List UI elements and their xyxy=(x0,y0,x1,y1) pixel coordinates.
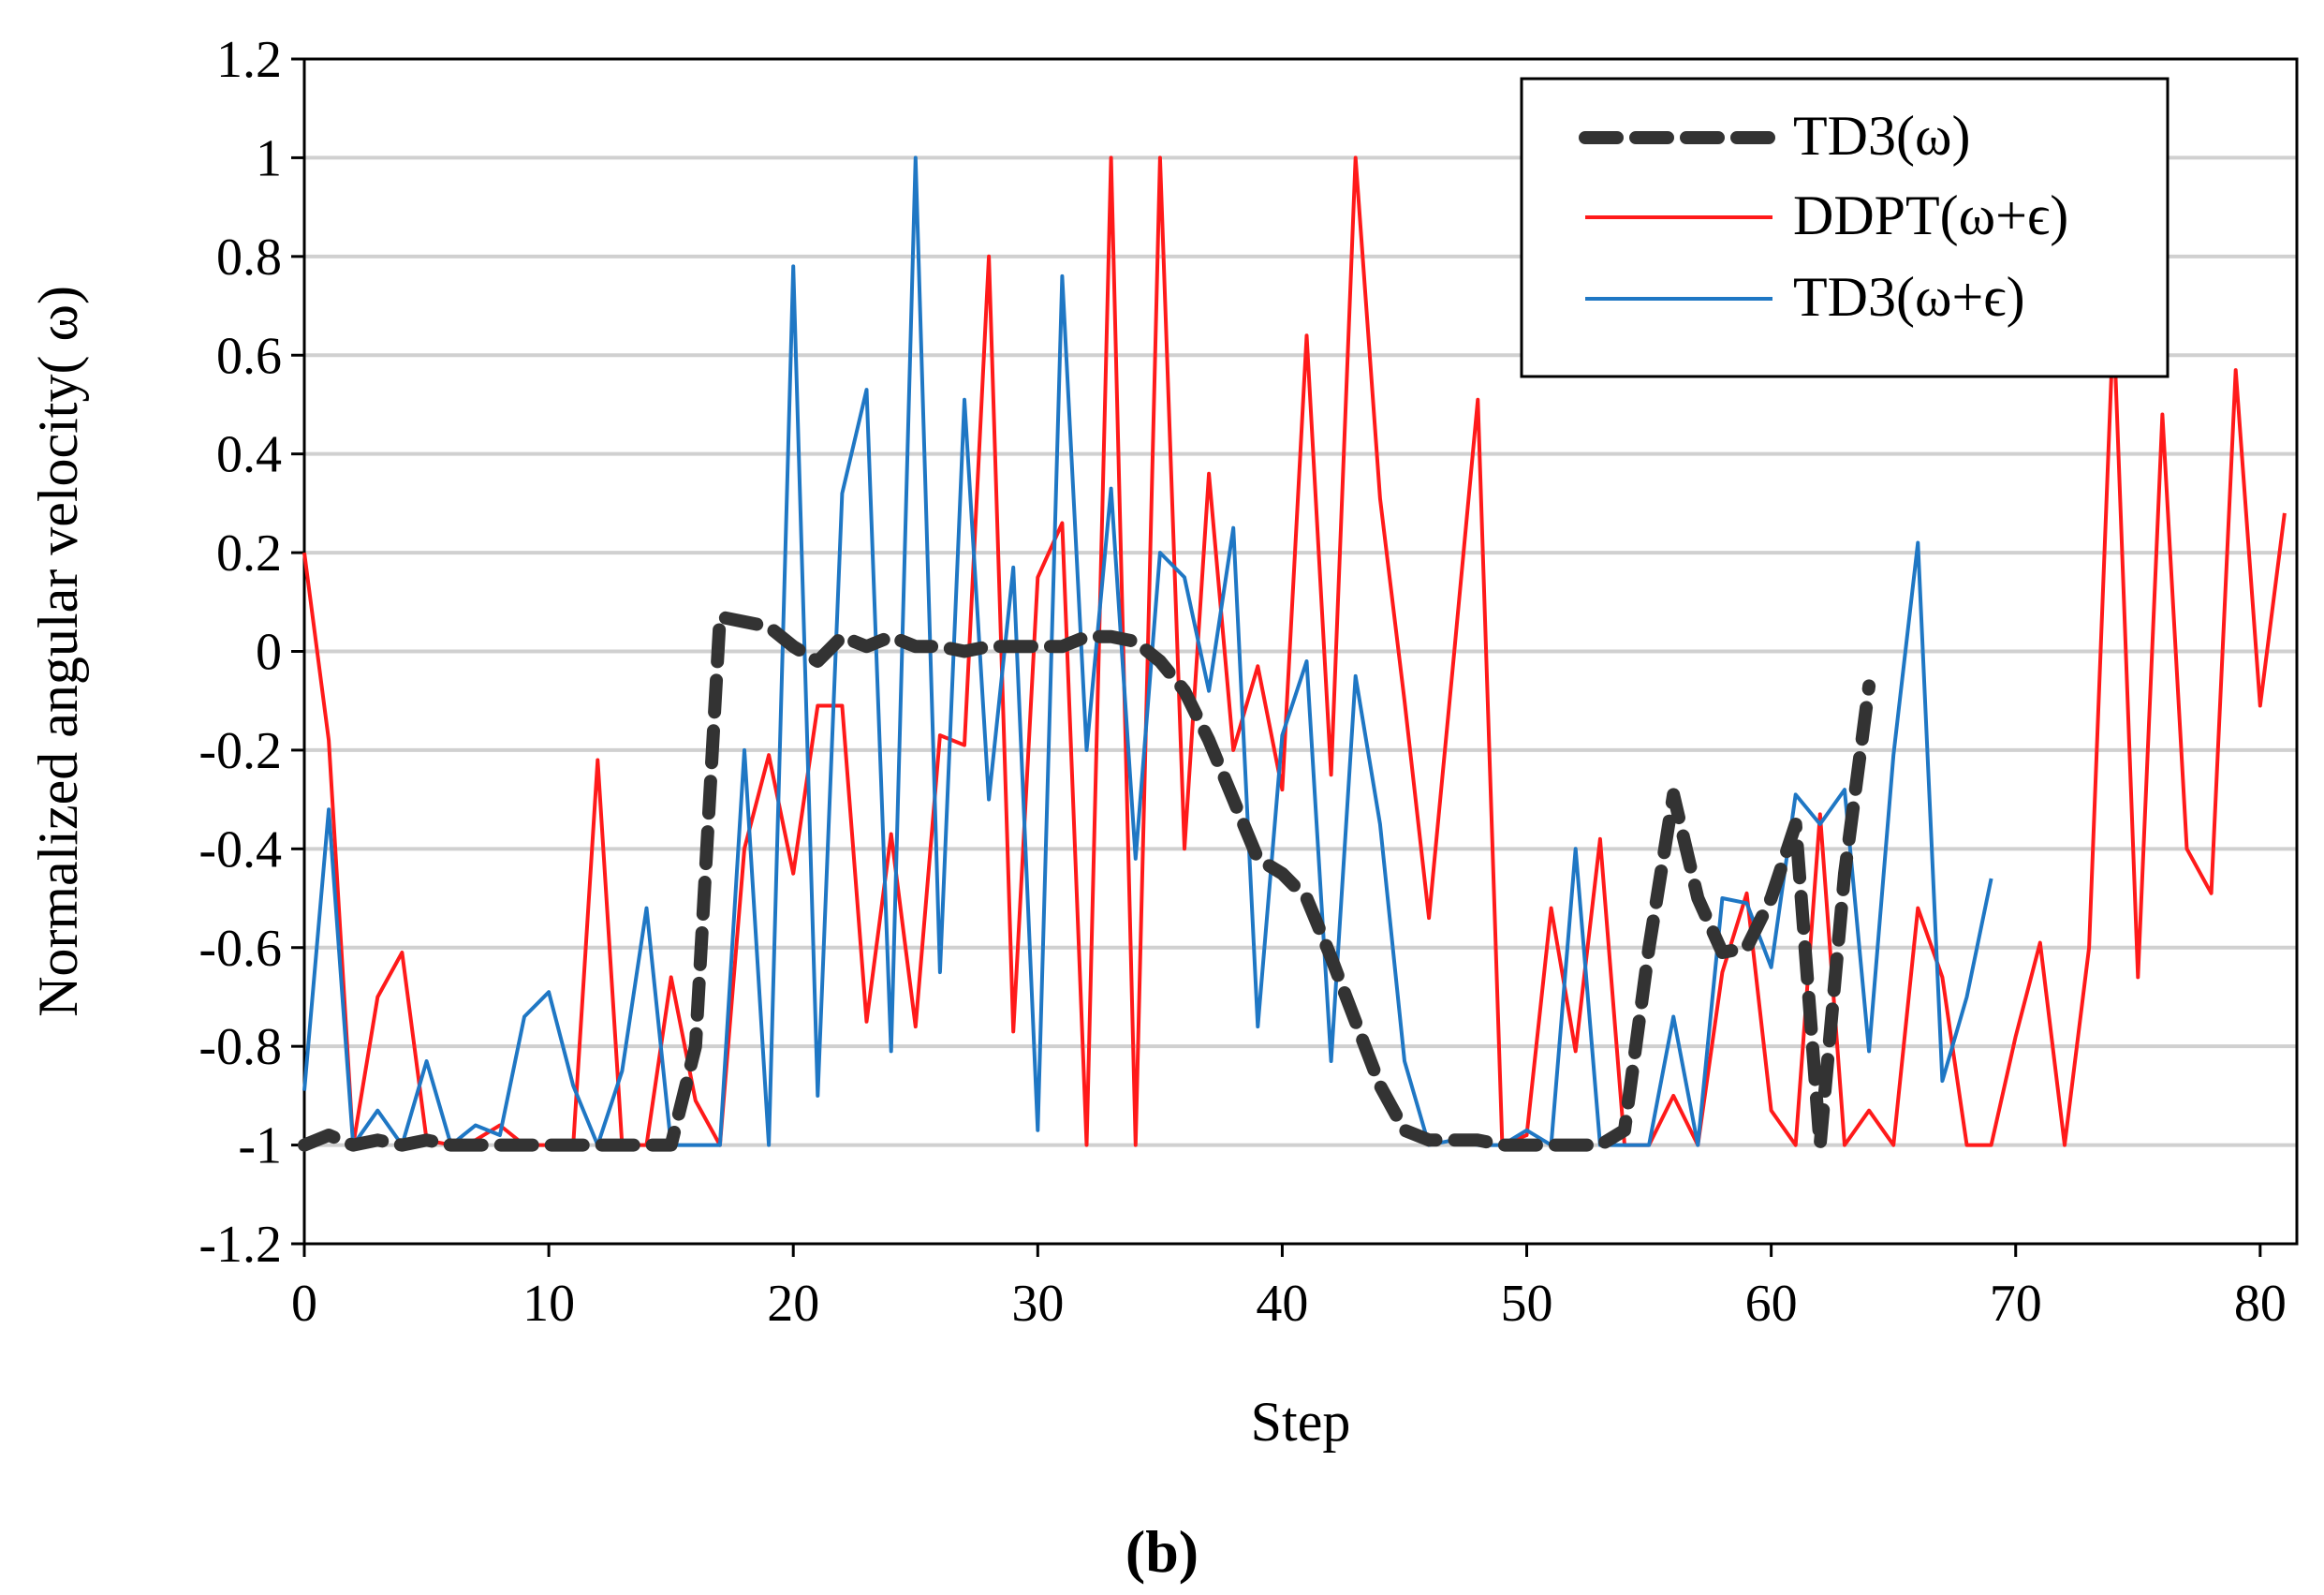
x-tick-label: 80 xyxy=(2234,1275,2287,1333)
y-tick-label: -1 xyxy=(238,1117,282,1175)
x-tick-label: 70 xyxy=(1990,1275,2042,1333)
figure-caption: (b) xyxy=(1125,1518,1199,1585)
x-tick-label: 50 xyxy=(1501,1275,1553,1333)
legend: TD3(ω) DDPT(ω+ϵ) TD3(ω+ϵ) xyxy=(1520,77,2170,378)
y-tick-label: 0.8 xyxy=(216,229,282,287)
y-axis: -1.2 -1 -0.8 -0.6 -0.4 -0.2 0 0.2 0.4 0.6 0.8 1 1.2 xyxy=(199,31,304,1274)
y-tick-label: 1 xyxy=(256,129,282,187)
x-axis: 0 10 20 30 40 50 60 70 80 xyxy=(291,1244,2287,1333)
y-tick-label: -0.6 xyxy=(199,920,282,978)
x-tick-label: 40 xyxy=(1256,1275,1308,1333)
x-tick-label: 60 xyxy=(1745,1275,1798,1333)
x-tick-label: 0 xyxy=(291,1275,317,1333)
legend-label-ddpt-noise: DDPT(ω+ϵ) xyxy=(1793,185,2068,246)
y-tick-label: 0.6 xyxy=(216,327,282,385)
legend-box xyxy=(1520,77,2170,378)
x-tick-label: 30 xyxy=(1011,1275,1064,1333)
x-tick-label: 10 xyxy=(522,1275,575,1333)
legend-label-td3: TD3(ω) xyxy=(1793,105,1970,167)
y-tick-label: 0.2 xyxy=(216,524,282,583)
x-axis-title: Step xyxy=(1251,1391,1351,1453)
series-line-2 xyxy=(302,155,1993,1147)
y-tick-label: -1.2 xyxy=(199,1216,282,1274)
series-layer xyxy=(298,155,2287,1152)
x-tick-label: 20 xyxy=(767,1275,819,1333)
y-tick-label: -0.2 xyxy=(199,722,282,780)
y-tick-label: 0.4 xyxy=(216,426,282,484)
y-tick-label: 1.2 xyxy=(216,31,282,89)
y-axis-title: Normalized angular velocity( ω) xyxy=(27,286,89,1017)
y-tick-label: -0.4 xyxy=(199,820,282,879)
series-line-0 xyxy=(298,610,1876,1152)
y-tick-label: -0.8 xyxy=(199,1018,282,1076)
y-tick-label: 0 xyxy=(256,624,282,682)
legend-label-td3-noise: TD3(ω+ϵ) xyxy=(1793,266,2025,328)
